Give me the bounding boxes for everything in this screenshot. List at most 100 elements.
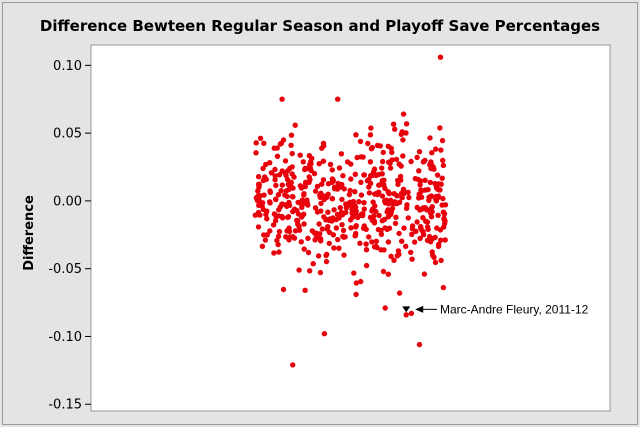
data-point (316, 161, 322, 167)
data-point (276, 249, 282, 255)
data-point (361, 206, 367, 212)
data-point (325, 209, 331, 215)
data-point (315, 253, 322, 259)
data-point (439, 137, 446, 144)
data-point (306, 153, 313, 159)
data-point (305, 235, 311, 241)
y-tick-label: -0.15 (48, 398, 82, 413)
data-point (307, 165, 313, 171)
data-point (379, 193, 386, 199)
data-point-outlier (408, 310, 415, 317)
data-point (378, 227, 384, 234)
data-point (297, 183, 304, 189)
data-point (442, 237, 448, 243)
data-point (341, 252, 347, 258)
y-tick-label: 0.00 (53, 194, 82, 209)
data-point (289, 193, 296, 200)
data-point (364, 178, 371, 184)
data-point (439, 202, 445, 208)
data-point (357, 138, 364, 145)
data-point (343, 205, 350, 211)
y-tick-label: 0.05 (53, 127, 82, 142)
data-point (317, 192, 323, 198)
data-point (348, 176, 354, 182)
data-point (255, 174, 262, 180)
data-point (312, 188, 319, 194)
data-point (256, 181, 262, 187)
data-point (301, 192, 307, 198)
y-tick-label: -0.05 (48, 262, 82, 277)
data-point (381, 177, 387, 183)
data-point (262, 237, 269, 243)
data-point (409, 231, 415, 237)
data-point (426, 194, 432, 200)
data-point (327, 161, 334, 168)
data-point (331, 245, 337, 251)
data-point (353, 230, 359, 237)
data-point (353, 132, 359, 138)
data-point (255, 188, 261, 194)
data-point (367, 159, 374, 165)
data-point (338, 151, 345, 157)
data-point (335, 236, 341, 243)
data-point-outlier (437, 54, 444, 60)
data-point (378, 231, 385, 237)
data-point (401, 225, 407, 231)
data-point (279, 168, 285, 174)
data-point (358, 212, 364, 218)
data-point (273, 213, 279, 220)
data-point (335, 180, 341, 187)
data-point (438, 257, 444, 264)
data-point (340, 173, 346, 179)
data-point (348, 225, 354, 231)
data-point (376, 212, 382, 219)
data-point (365, 140, 371, 147)
data-point (301, 246, 307, 252)
data-point (432, 259, 439, 266)
data-point (290, 185, 296, 191)
data-point (301, 211, 307, 217)
data-point (374, 142, 381, 149)
data-point (318, 208, 324, 214)
data-point (427, 179, 433, 186)
data-point (352, 213, 358, 219)
data-point (288, 132, 295, 138)
data-point (430, 164, 436, 170)
data-point (274, 153, 281, 159)
data-point (361, 223, 367, 229)
data-point (440, 162, 447, 169)
data-point (368, 146, 375, 152)
data-point (393, 156, 400, 163)
data-point-outlier (440, 284, 447, 291)
data-point (307, 268, 313, 274)
data-point (363, 247, 370, 253)
data-point (435, 181, 442, 187)
data-point (323, 217, 329, 223)
data-point (320, 177, 327, 183)
data-point (429, 249, 435, 255)
data-point (435, 194, 441, 201)
data-point (302, 180, 309, 186)
data-point (408, 249, 414, 256)
data-point (298, 239, 304, 245)
data-point (382, 225, 388, 231)
data-point (371, 220, 378, 226)
data-point (379, 165, 385, 171)
data-point (339, 196, 345, 203)
data-point (434, 225, 440, 231)
data-point (282, 192, 288, 198)
data-point (388, 197, 394, 203)
data-point (272, 177, 278, 183)
data-point (259, 203, 265, 209)
data-point (336, 165, 343, 171)
data-point (403, 243, 409, 249)
data-point (272, 166, 278, 173)
data-point (385, 239, 392, 245)
data-point (305, 202, 311, 208)
data-point (356, 199, 362, 205)
y-axis-label: Difference (22, 195, 37, 271)
data-point (425, 186, 431, 193)
data-point (388, 145, 394, 151)
data-point (372, 191, 378, 197)
data-point (418, 225, 424, 231)
